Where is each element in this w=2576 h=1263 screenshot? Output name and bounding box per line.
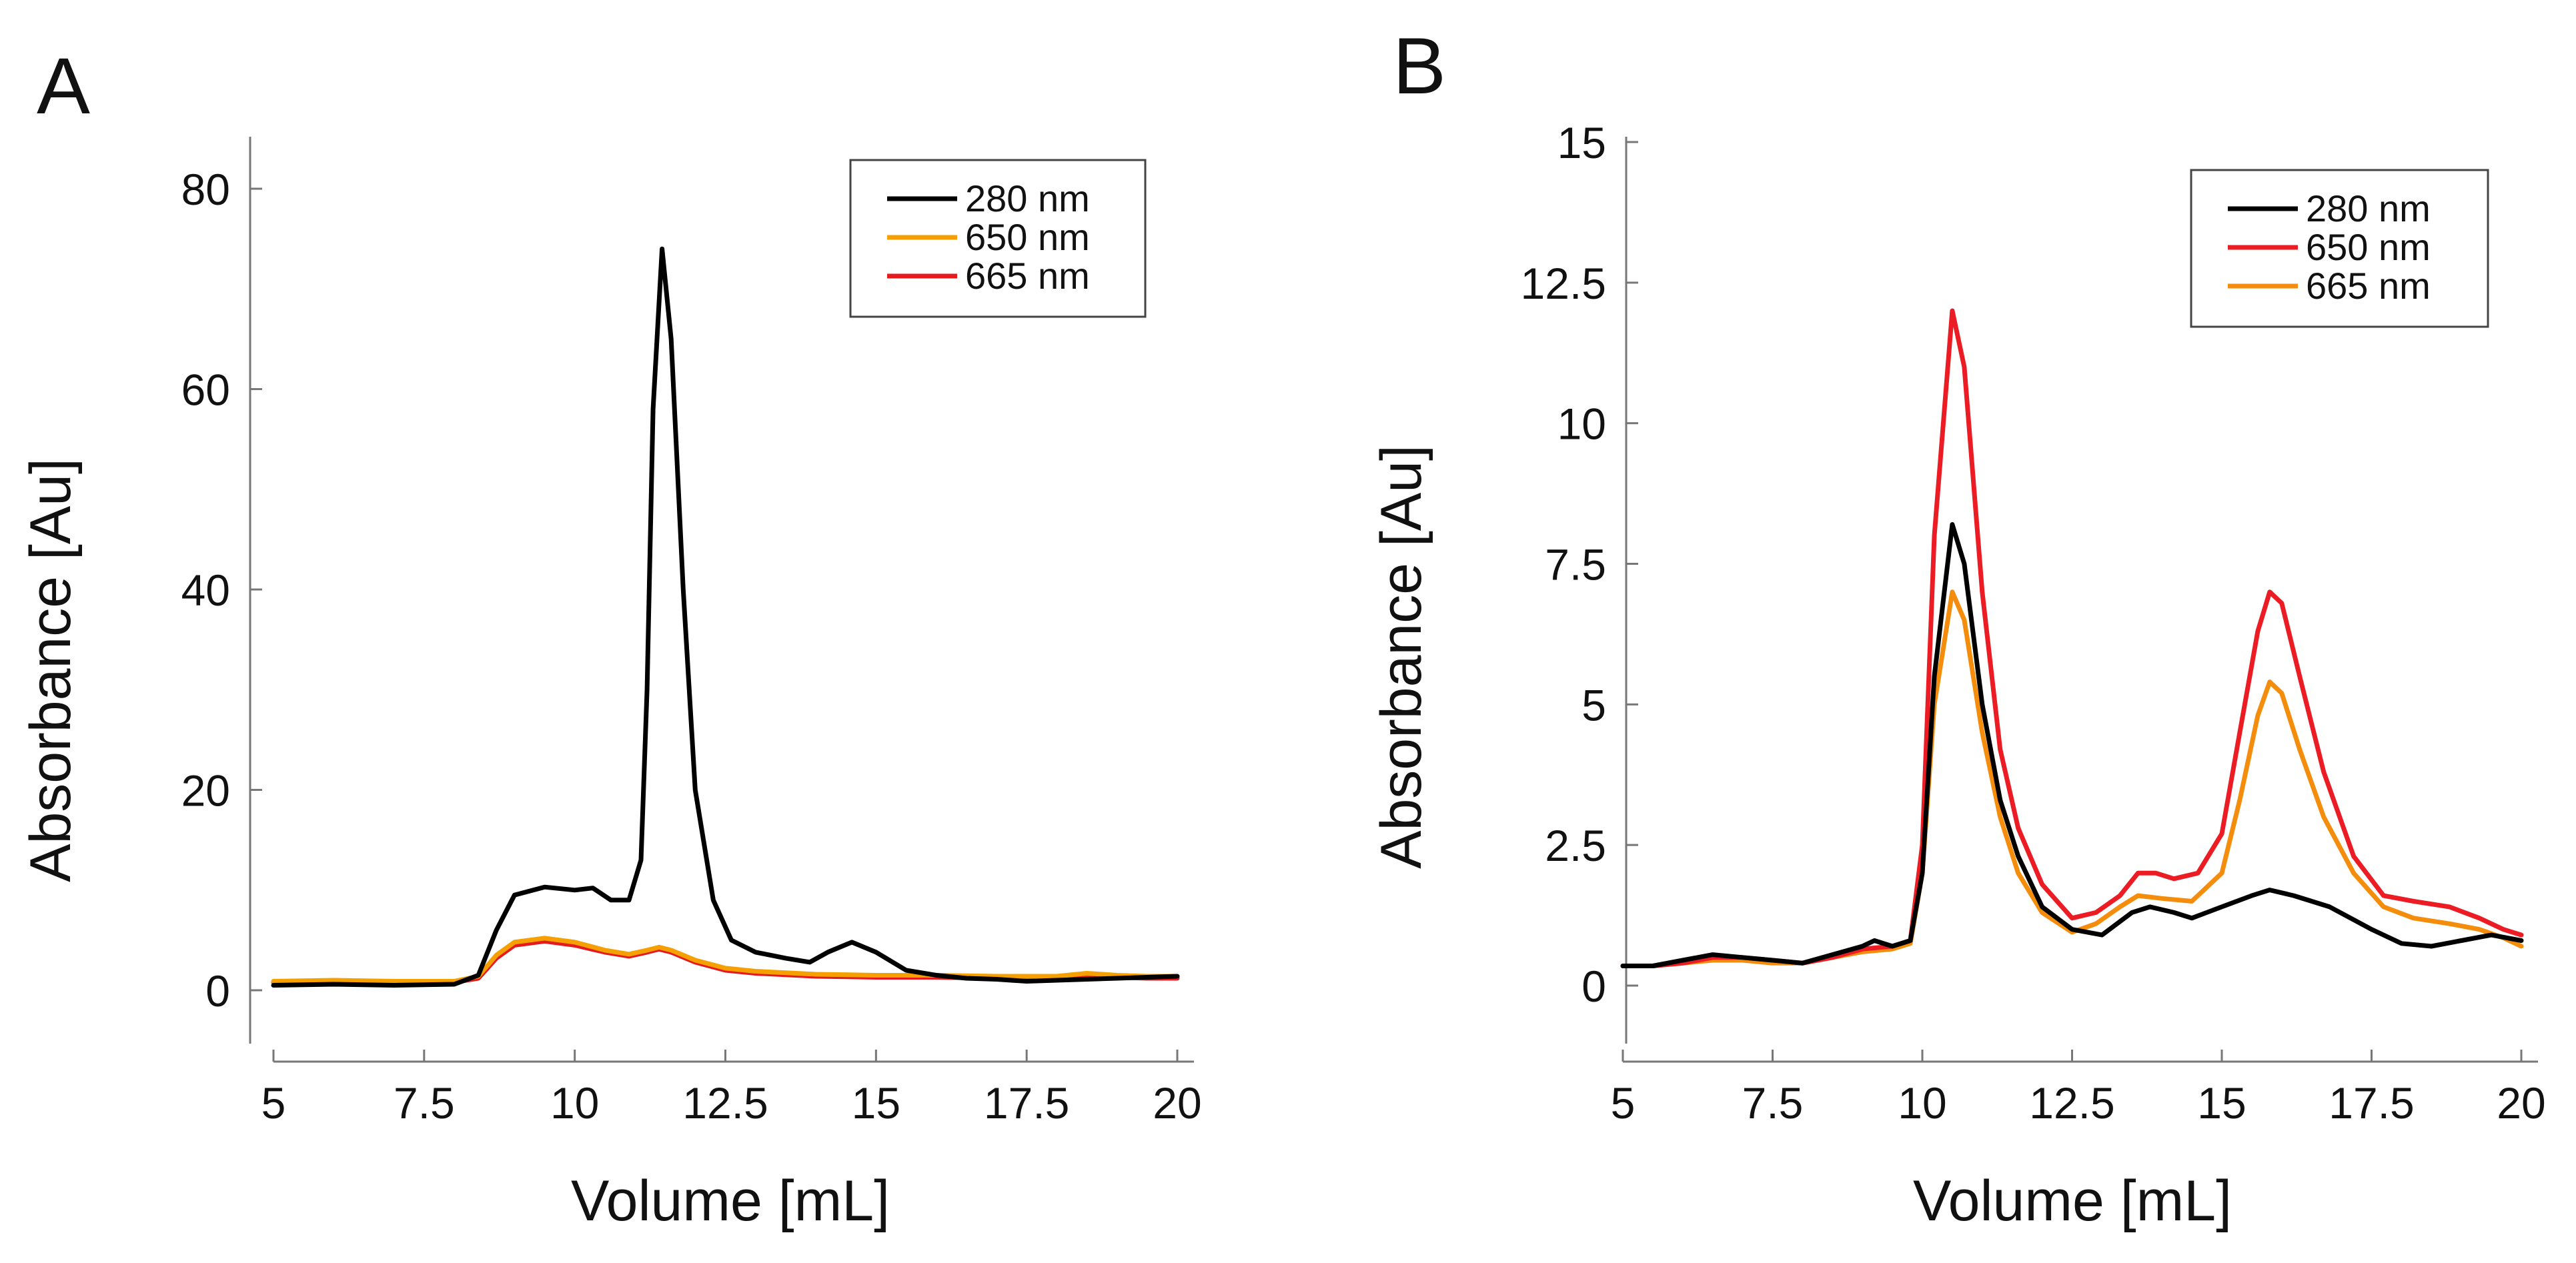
y-tick-label: 15	[1557, 118, 1606, 167]
legend-entry: 665 nm	[965, 255, 1090, 297]
panel-label: B	[1393, 21, 1446, 111]
x-tick-label: 7.5	[394, 1078, 455, 1128]
x-axis-label: Volume [mL]	[571, 1169, 890, 1233]
y-tick-label: 40	[181, 565, 230, 615]
x-tick-label: 20	[2497, 1078, 2545, 1128]
chart-panel-b: B 0 2.5 5 7.5 10 12.5 15 5 7.5 10 12.5 15 17.5 20 Volum…	[1369, 21, 2546, 1233]
legend-entry: 650 nm	[965, 216, 1090, 258]
series-line-280-nm	[1620, 522, 2524, 968]
x-tick-label: 12.5	[2029, 1078, 2114, 1128]
x-tick-label: 5	[1611, 1078, 1636, 1128]
x-axis-label: Volume [mL]	[1913, 1169, 2232, 1233]
y-axis-label: Absorbance [Au]	[1369, 445, 1433, 869]
series-line-665-nm	[1620, 589, 2524, 968]
y-tick-label: 2.5	[1545, 821, 1606, 870]
x-tick-label: 17.5	[984, 1078, 1069, 1128]
x-tick-label: 15	[2197, 1078, 2246, 1128]
x-tick-label: 10	[550, 1078, 599, 1128]
chart-panel-a: A 0 20 40 60 80 5 7.5 10 12.5 15 17.5 20 Volume [mL] A…	[19, 41, 1202, 1233]
y-tick-label: 80	[181, 165, 230, 214]
x-tick-label: 20	[1153, 1078, 1201, 1128]
x-tick-label: 15	[852, 1078, 900, 1128]
y-tick-label: 12.5	[1521, 259, 1606, 308]
x-tick-label: 10	[1898, 1078, 1946, 1128]
y-axis-label: Absorbance [Au]	[19, 458, 83, 882]
legend-entry: 280 nm	[2306, 187, 2431, 229]
y-tick-label: 20	[181, 766, 230, 816]
x-tick-label: 17.5	[2329, 1078, 2414, 1128]
series-line-650-nm	[1620, 308, 2524, 968]
x-tick-label: 12.5	[682, 1078, 768, 1128]
y-tick-label: 7.5	[1545, 540, 1606, 589]
series-line-650-nm	[271, 936, 1180, 984]
y-tick-label: 0	[205, 966, 230, 1016]
y-tick-label: 5	[1581, 680, 1606, 730]
legend-entry: 650 nm	[2306, 226, 2431, 268]
y-tick-label: 10	[1557, 399, 1606, 449]
legend-entry: 280 nm	[965, 177, 1090, 219]
legend-entry: 665 nm	[2306, 265, 2431, 307]
y-tick-label: 60	[181, 365, 230, 415]
panel-label: A	[37, 41, 90, 131]
x-tick-label: 5	[261, 1078, 286, 1128]
series-line-280-nm	[271, 246, 1180, 988]
x-tick-label: 7.5	[1742, 1078, 1804, 1128]
y-tick-label: 0	[1581, 962, 1606, 1011]
